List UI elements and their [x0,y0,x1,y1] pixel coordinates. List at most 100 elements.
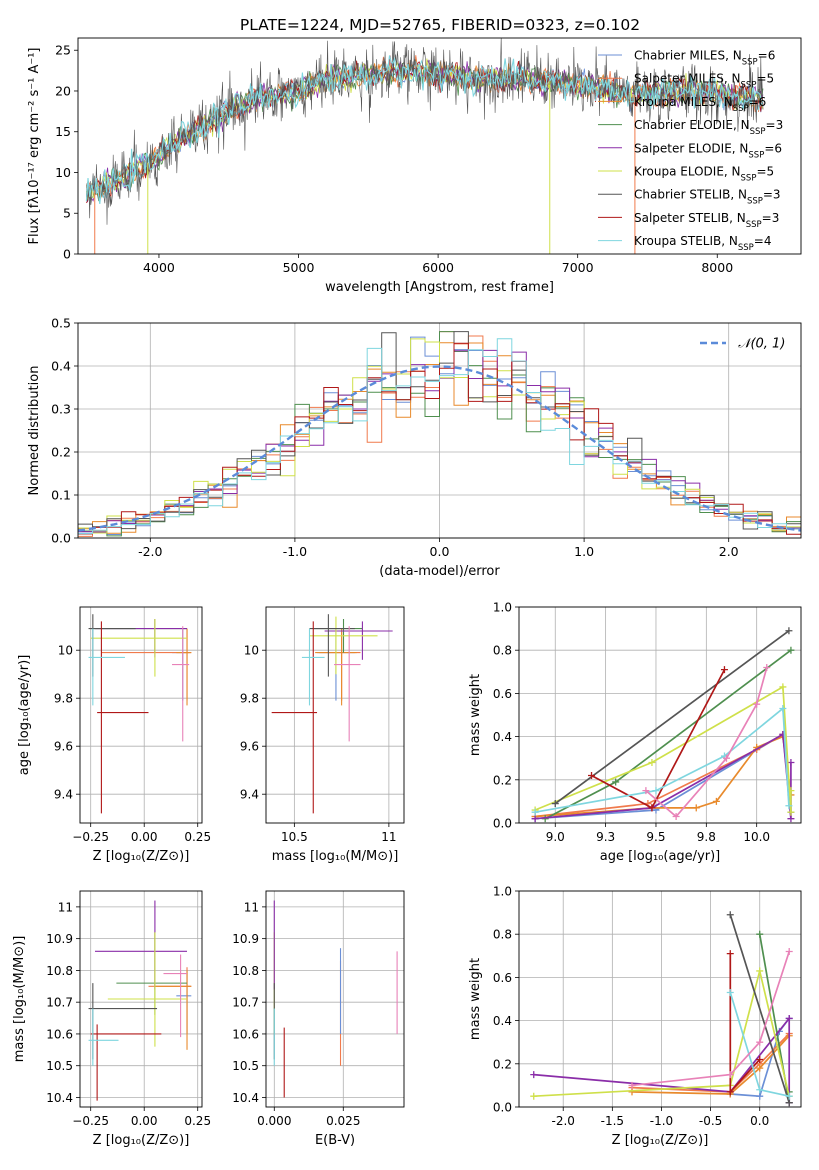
panel-spectrum: 4000 5000 6000 7000 8000 0 5 10 15 20 25 wavelength… [27,37,802,295]
y-tick-label: 10 [244,644,259,658]
spectrum-line-data [86,38,764,225]
x-tick-label: 9.8 [697,830,716,844]
y-tick-label: 0.3 [51,402,71,417]
series-marker [551,800,559,808]
y-tick-label: 25 [55,43,71,58]
y-tick-label: 10.4 [46,1091,73,1105]
series-marker [756,1055,764,1063]
panel-weight-vs-age: 9.0 9.3 9.5 9.8 10.0 0.0 0.2 0.4 0.6 0.8 1.0 age [l… [468,601,802,864]
series-marker [722,754,730,762]
y-axis-label: mass [log₁₀(M/M⊙)] [12,936,27,1063]
y-tick-label: 0.2 [51,445,71,460]
plot-area [78,331,801,538]
series-marker [530,1092,538,1100]
y-tick-label: 0 [63,247,71,262]
axes-frame [79,890,203,1108]
y-tick-label: 10 [55,165,71,180]
x-tick-label: 0.000 [257,1114,291,1128]
x-tick-label: 11 [381,830,396,844]
series-marker [787,759,795,767]
x-tick-label: 0.00 [131,1114,158,1128]
legend-label: 𝒩(0, 1) [738,337,785,352]
x-tick-label: 7000 [562,260,594,275]
plot-area [271,614,393,814]
series-marker [779,683,787,691]
x-axis-label: wavelength [Angstrom, rest frame] [325,280,554,295]
series-marker [726,911,734,919]
series-marker [648,804,656,812]
series-marker [672,813,680,821]
series-marker [648,759,656,767]
x-tick-label: 10.5 [281,830,308,844]
series-marker [785,1014,793,1022]
x-tick-label: 0.0 [750,1114,769,1128]
axes-frame [518,606,802,824]
y-tick-label: 10.5 [232,1059,259,1073]
y-tick-label: 0.5 [51,316,71,331]
x-tick-label: -1.0 [650,1114,673,1128]
y-tick-label: 10.6 [46,1027,73,1041]
y-tick-label: 10.6 [232,1027,259,1041]
y-axis-label: mass weight [468,674,483,756]
series-marker [726,950,734,958]
x-axis-label: Z [log₁₀(Z/Z⊙)] [93,849,190,864]
y-axis-label: Flux [fλ10⁻¹⁷ erg cm⁻² s⁻¹ A⁻¹] [27,48,42,245]
y-tick-label: 0.1 [51,488,71,503]
plot-area [88,900,192,1101]
plot-area [531,627,795,823]
series-marker [763,663,771,671]
y-tick-label: 9.4 [54,788,73,802]
y-tick-label: 20 [55,83,71,98]
axes-frame [265,890,405,1108]
series-marker [785,947,793,955]
axes-frame [518,890,802,1108]
y-tick-label: 0.6 [493,687,512,701]
series-marker [720,666,728,674]
panel-residuals: -2.0 -1.0 0.0 1.0 2.0 0.0 0.1 0.2 0.3 0.4 0.5 (data… [27,316,802,579]
y-axis-label: Normed distribution [27,366,42,496]
series-marker [753,700,761,708]
series-marker [692,804,700,812]
series-marker [785,802,793,810]
series-marker [787,646,795,654]
y-tick-label: 0.4 [493,1014,512,1028]
x-tick-label: 0.25 [184,1114,211,1128]
series-marker [756,1038,764,1046]
y-tick-label: 0.2 [493,1057,512,1071]
axes-frame [79,606,203,824]
y-tick-label: 0.8 [493,644,512,658]
x-axis-label: Z [log₁₀(Z/Z⊙)] [93,1133,190,1148]
y-tick-label: 10 [58,644,73,658]
x-tick-label: -2.0 [138,544,162,559]
x-tick-label: 5000 [283,260,315,275]
x-axis-label: mass [log₁₀(M/M⊙)] [272,849,399,864]
y-tick-label: 0.4 [51,359,71,374]
y-tick-label: 1.0 [493,601,512,615]
plot-area [88,614,192,814]
series-marker [726,1088,734,1096]
series-marker [756,1064,764,1072]
series-line [534,685,792,813]
x-axis-label: age [log₁₀(age/yr)] [600,849,721,864]
axes-frame [265,606,405,824]
plot-area [85,38,764,254]
x-tick-label: -0.5 [699,1114,722,1128]
legend-label: Salpeter STELIB, NSSP=3 [634,211,779,230]
series-marker [756,930,764,938]
y-tick-label: 10.8 [46,964,73,978]
x-tick-label: 1.0 [574,544,594,559]
y-tick-label: 0.0 [51,531,71,546]
series-line [631,1035,790,1095]
series-marker [652,787,660,795]
series-line [631,1033,790,1093]
x-tick-label: -1.5 [601,1114,624,1128]
x-axis-label: E(B-V) [315,1133,355,1148]
series-marker [779,705,787,713]
y-tick-label: 10.9 [232,932,259,946]
y-tick-label: 9.4 [240,788,259,802]
y-tick-label: 9.8 [54,692,73,706]
y-tick-label: 10.9 [46,932,73,946]
x-tick-label: 8000 [701,260,733,275]
panel-weight-vs-Z: -2.0 -1.5 -1.0 -0.5 0.0 0.0 0.2 0.4 0.6 0.8 1.0 Z [… [468,885,802,1148]
